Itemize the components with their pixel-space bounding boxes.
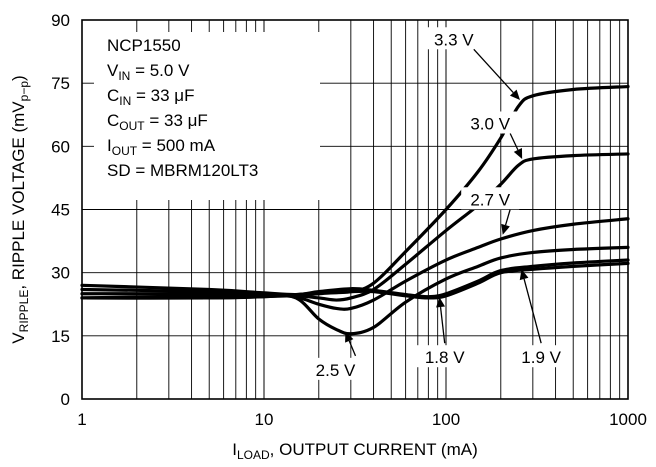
annotation-label: 1.9 V: [521, 348, 561, 367]
y-axis-ticks: 0 15 30 45 60 75 90: [51, 11, 70, 409]
x-tick-label: 10: [255, 410, 274, 429]
x-tick-label: 100: [432, 410, 460, 429]
annotation-arrowhead: [436, 297, 446, 308]
y-axis-title: VRIPPLE, RIPPLE VOLTAGE (mVp−p): [9, 75, 31, 343]
annotation-label: 1.8 V: [425, 348, 465, 367]
y-tick-label: 75: [51, 74, 70, 93]
x-axis-title: ILOAD, OUTPUT CURRENT (mA): [232, 440, 478, 462]
condition-line: CIN = 33 μF: [107, 86, 194, 108]
annotation-label: 3.0 V: [470, 114, 510, 133]
condition-line: COUT = 33 μF: [107, 111, 208, 133]
annotation-label: 3.3 V: [434, 30, 474, 49]
y-tick-label: 0: [61, 390, 70, 409]
annotation-arrowhead: [345, 331, 354, 343]
condition-line: IOUT = 500 mA: [107, 136, 216, 158]
annotation-label-background: [424, 27, 483, 50]
conditions-background: [94, 32, 320, 200]
y-tick-label: 15: [51, 327, 70, 346]
annotation-arrowhead: [509, 89, 520, 101]
annotation-label-background: [512, 345, 571, 368]
annotation-label-background: [415, 345, 474, 368]
annotation-label-background: [461, 187, 520, 210]
annotation-leader: [504, 209, 511, 226]
plot-frame: [81, 19, 629, 400]
y-axis-title-text: VRIPPLE, RIPPLE VOLTAGE (mVp−p): [9, 75, 31, 343]
annotation-leader: [509, 133, 519, 151]
x-tick-label: 1: [77, 410, 86, 429]
annotation-leader: [473, 48, 514, 94]
annotation-label-background: [306, 357, 365, 380]
condition-line: NCP1550: [107, 36, 181, 55]
conditions-box: NCP1550 VIN = 5.0 V CIN = 33 μF COUT = 33 μ…: [94, 32, 320, 200]
y-tick-label: 45: [51, 201, 70, 220]
series-curves: [80, 84, 630, 336]
y-tick-label: 90: [51, 11, 70, 30]
condition-line: VIN = 5.0 V: [107, 61, 190, 83]
condition-line: SD = MBRM120LT3: [107, 161, 258, 180]
annotation-leader: [439, 306, 446, 344]
annotation-label: 2.7 V: [470, 190, 510, 209]
series-annotations: 3.3 V 3.0 V 2.7 V 2.5 V 1.8 V 1.9 V: [306, 27, 571, 380]
x-tick-label: 1000: [609, 410, 647, 429]
annotation-arrowhead: [519, 269, 529, 281]
series-line-19v: [80, 261, 630, 300]
x-axis-title-text: ILOAD, OUTPUT CURRENT (mA): [232, 440, 478, 462]
annotation-leader: [348, 340, 357, 357]
annotation-arrowhead: [501, 223, 510, 235]
annotation-label-background: [461, 111, 520, 134]
x-axis-ticks: 1 10 100 1000: [77, 410, 647, 429]
annotation-arrowhead: [513, 148, 523, 159]
y-tick-label: 60: [51, 137, 70, 156]
annotation-leader: [523, 278, 542, 344]
y-tick-label: 30: [51, 264, 70, 283]
annotation-label: 2.5 V: [316, 361, 356, 380]
